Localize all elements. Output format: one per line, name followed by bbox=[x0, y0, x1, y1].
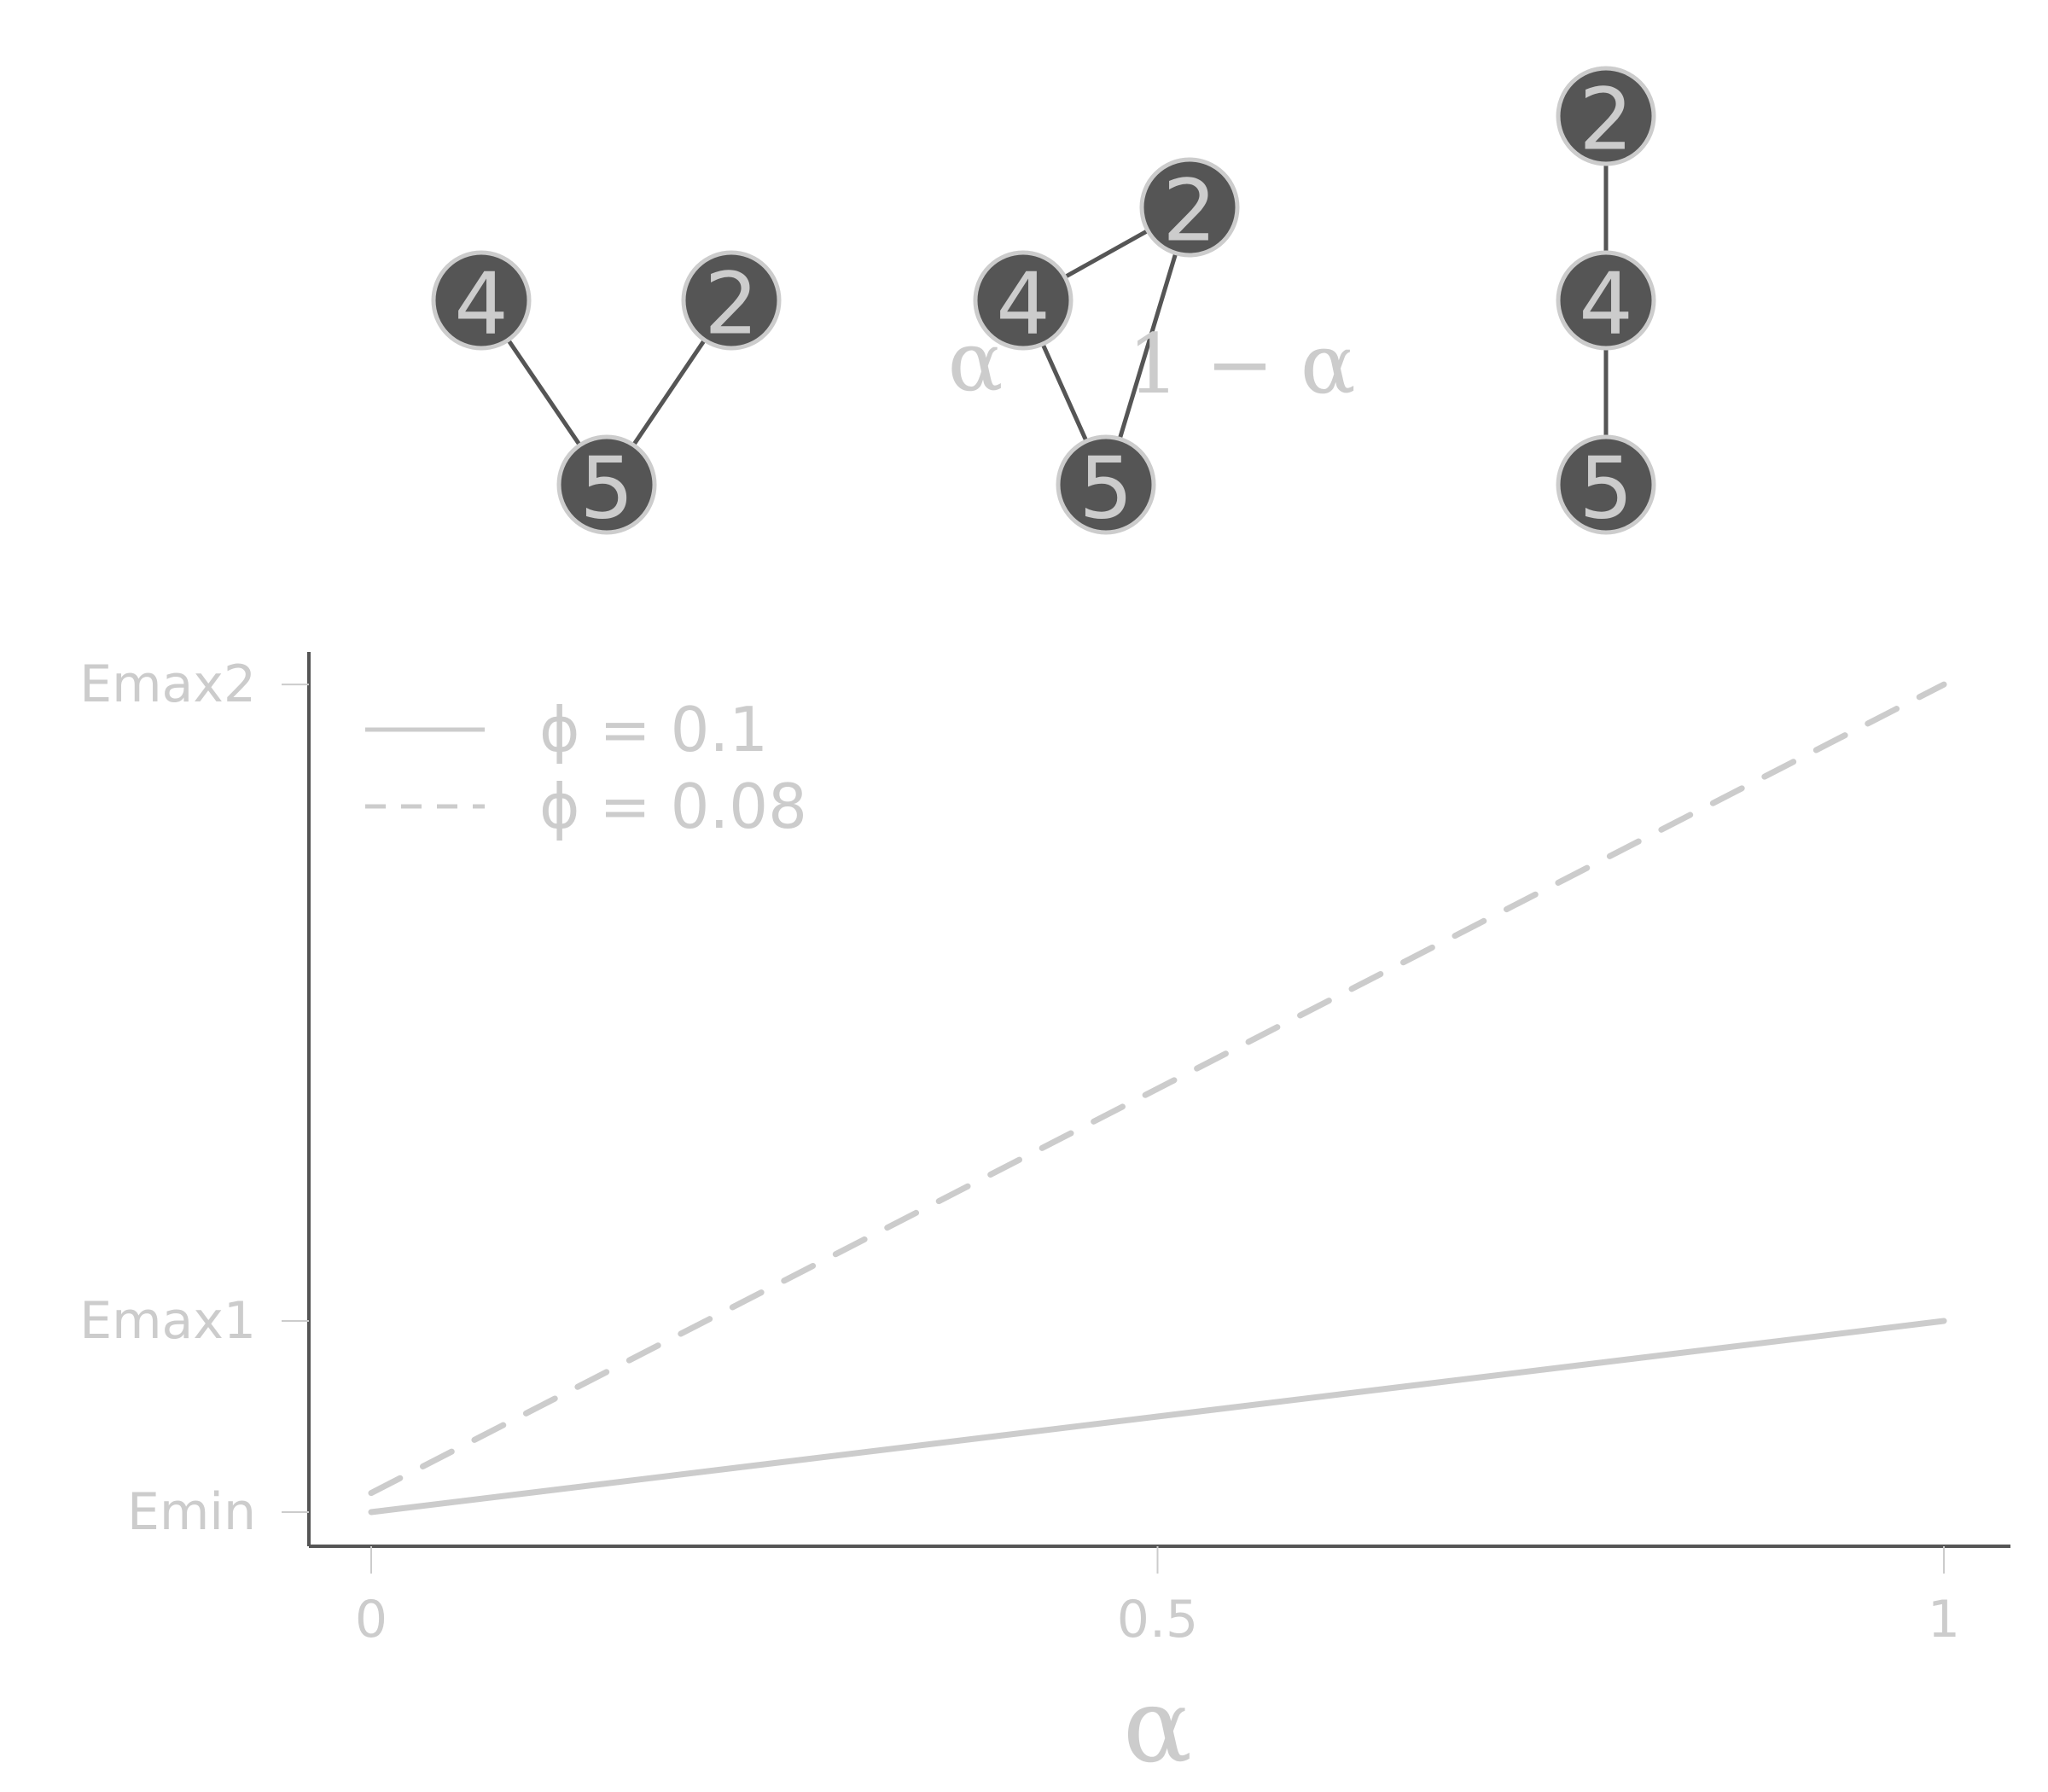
x-tick-label: 1 bbox=[1928, 1590, 1960, 1649]
graph-node-label: 5 bbox=[1579, 439, 1633, 538]
graph-node-circle bbox=[556, 434, 657, 535]
graph-1: 4 25 bbox=[431, 250, 782, 538]
graph-3: 2 4 5 bbox=[1556, 66, 1656, 538]
y-tick-label: Emin bbox=[127, 1482, 256, 1542]
y-tick-label: Emax2 bbox=[79, 655, 256, 714]
graph-node-label: 4 bbox=[1579, 254, 1633, 354]
graph-node-4: 4 bbox=[1556, 250, 1656, 354]
graph-node-5: 5 bbox=[1556, 434, 1656, 538]
graph-node-label: 4 bbox=[454, 254, 509, 354]
graph-annotation: α bbox=[948, 314, 1004, 410]
graph-node-label: 2 bbox=[1579, 70, 1633, 170]
series-layer bbox=[368, 681, 1947, 1516]
graph-node-5: 5 bbox=[556, 434, 657, 538]
graph-node-circle bbox=[1556, 66, 1656, 166]
graph-node-2: 2 bbox=[681, 250, 782, 354]
graph-node-2: 2 bbox=[1139, 157, 1240, 261]
legend-label: ϕ = 0.1 bbox=[539, 694, 768, 765]
graph-node-4: 4 bbox=[431, 250, 532, 354]
graph-node-circle bbox=[1139, 157, 1240, 258]
y-tick-label: Emax1 bbox=[79, 1291, 256, 1351]
graph-node-label: 5 bbox=[1079, 439, 1133, 538]
axes: Emin Emax1 Emax2 0 0.5 1 bbox=[79, 652, 2010, 1649]
graph-node-5: 5 bbox=[1056, 434, 1156, 538]
graph-node-label: 5 bbox=[579, 439, 634, 538]
graph-node-label: 2 bbox=[704, 254, 759, 354]
graph-node-circle bbox=[1556, 250, 1656, 351]
graph-node-circle bbox=[973, 250, 1073, 351]
x-tick-label: 0 bbox=[355, 1590, 387, 1649]
graph-node-circle bbox=[1556, 434, 1656, 535]
graph-node-label: 4 bbox=[996, 254, 1050, 354]
graph-annotation: 1 − α bbox=[1127, 317, 1355, 412]
series-line-1 bbox=[368, 1318, 1947, 1516]
x-tick-label: 0.5 bbox=[1117, 1590, 1198, 1649]
graph-2: 4 2 5α 1 − α bbox=[948, 157, 1356, 538]
series-line-2 bbox=[368, 681, 1947, 1497]
graph-node-circle bbox=[681, 250, 782, 351]
legend-label: ϕ = 0.08 bbox=[539, 771, 807, 842]
graph-node-4: 4 bbox=[973, 250, 1073, 354]
graph-node-2: 2 bbox=[1556, 66, 1656, 170]
graph-node-circle bbox=[1056, 434, 1156, 535]
graph-node-label: 2 bbox=[1162, 161, 1217, 261]
legend-entry-1: ϕ = 0.1 bbox=[365, 694, 768, 765]
chart: Emin Emax1 Emax2 0 0.5 1 ϕ = 0.1ϕ = 0.08 α bbox=[79, 652, 2010, 1786]
legend: ϕ = 0.1ϕ = 0.08 bbox=[365, 694, 807, 842]
graph-node-circle bbox=[431, 250, 532, 351]
legend-entry-2: ϕ = 0.08 bbox=[365, 771, 807, 842]
x-axis-label: α bbox=[1123, 1667, 1192, 1786]
